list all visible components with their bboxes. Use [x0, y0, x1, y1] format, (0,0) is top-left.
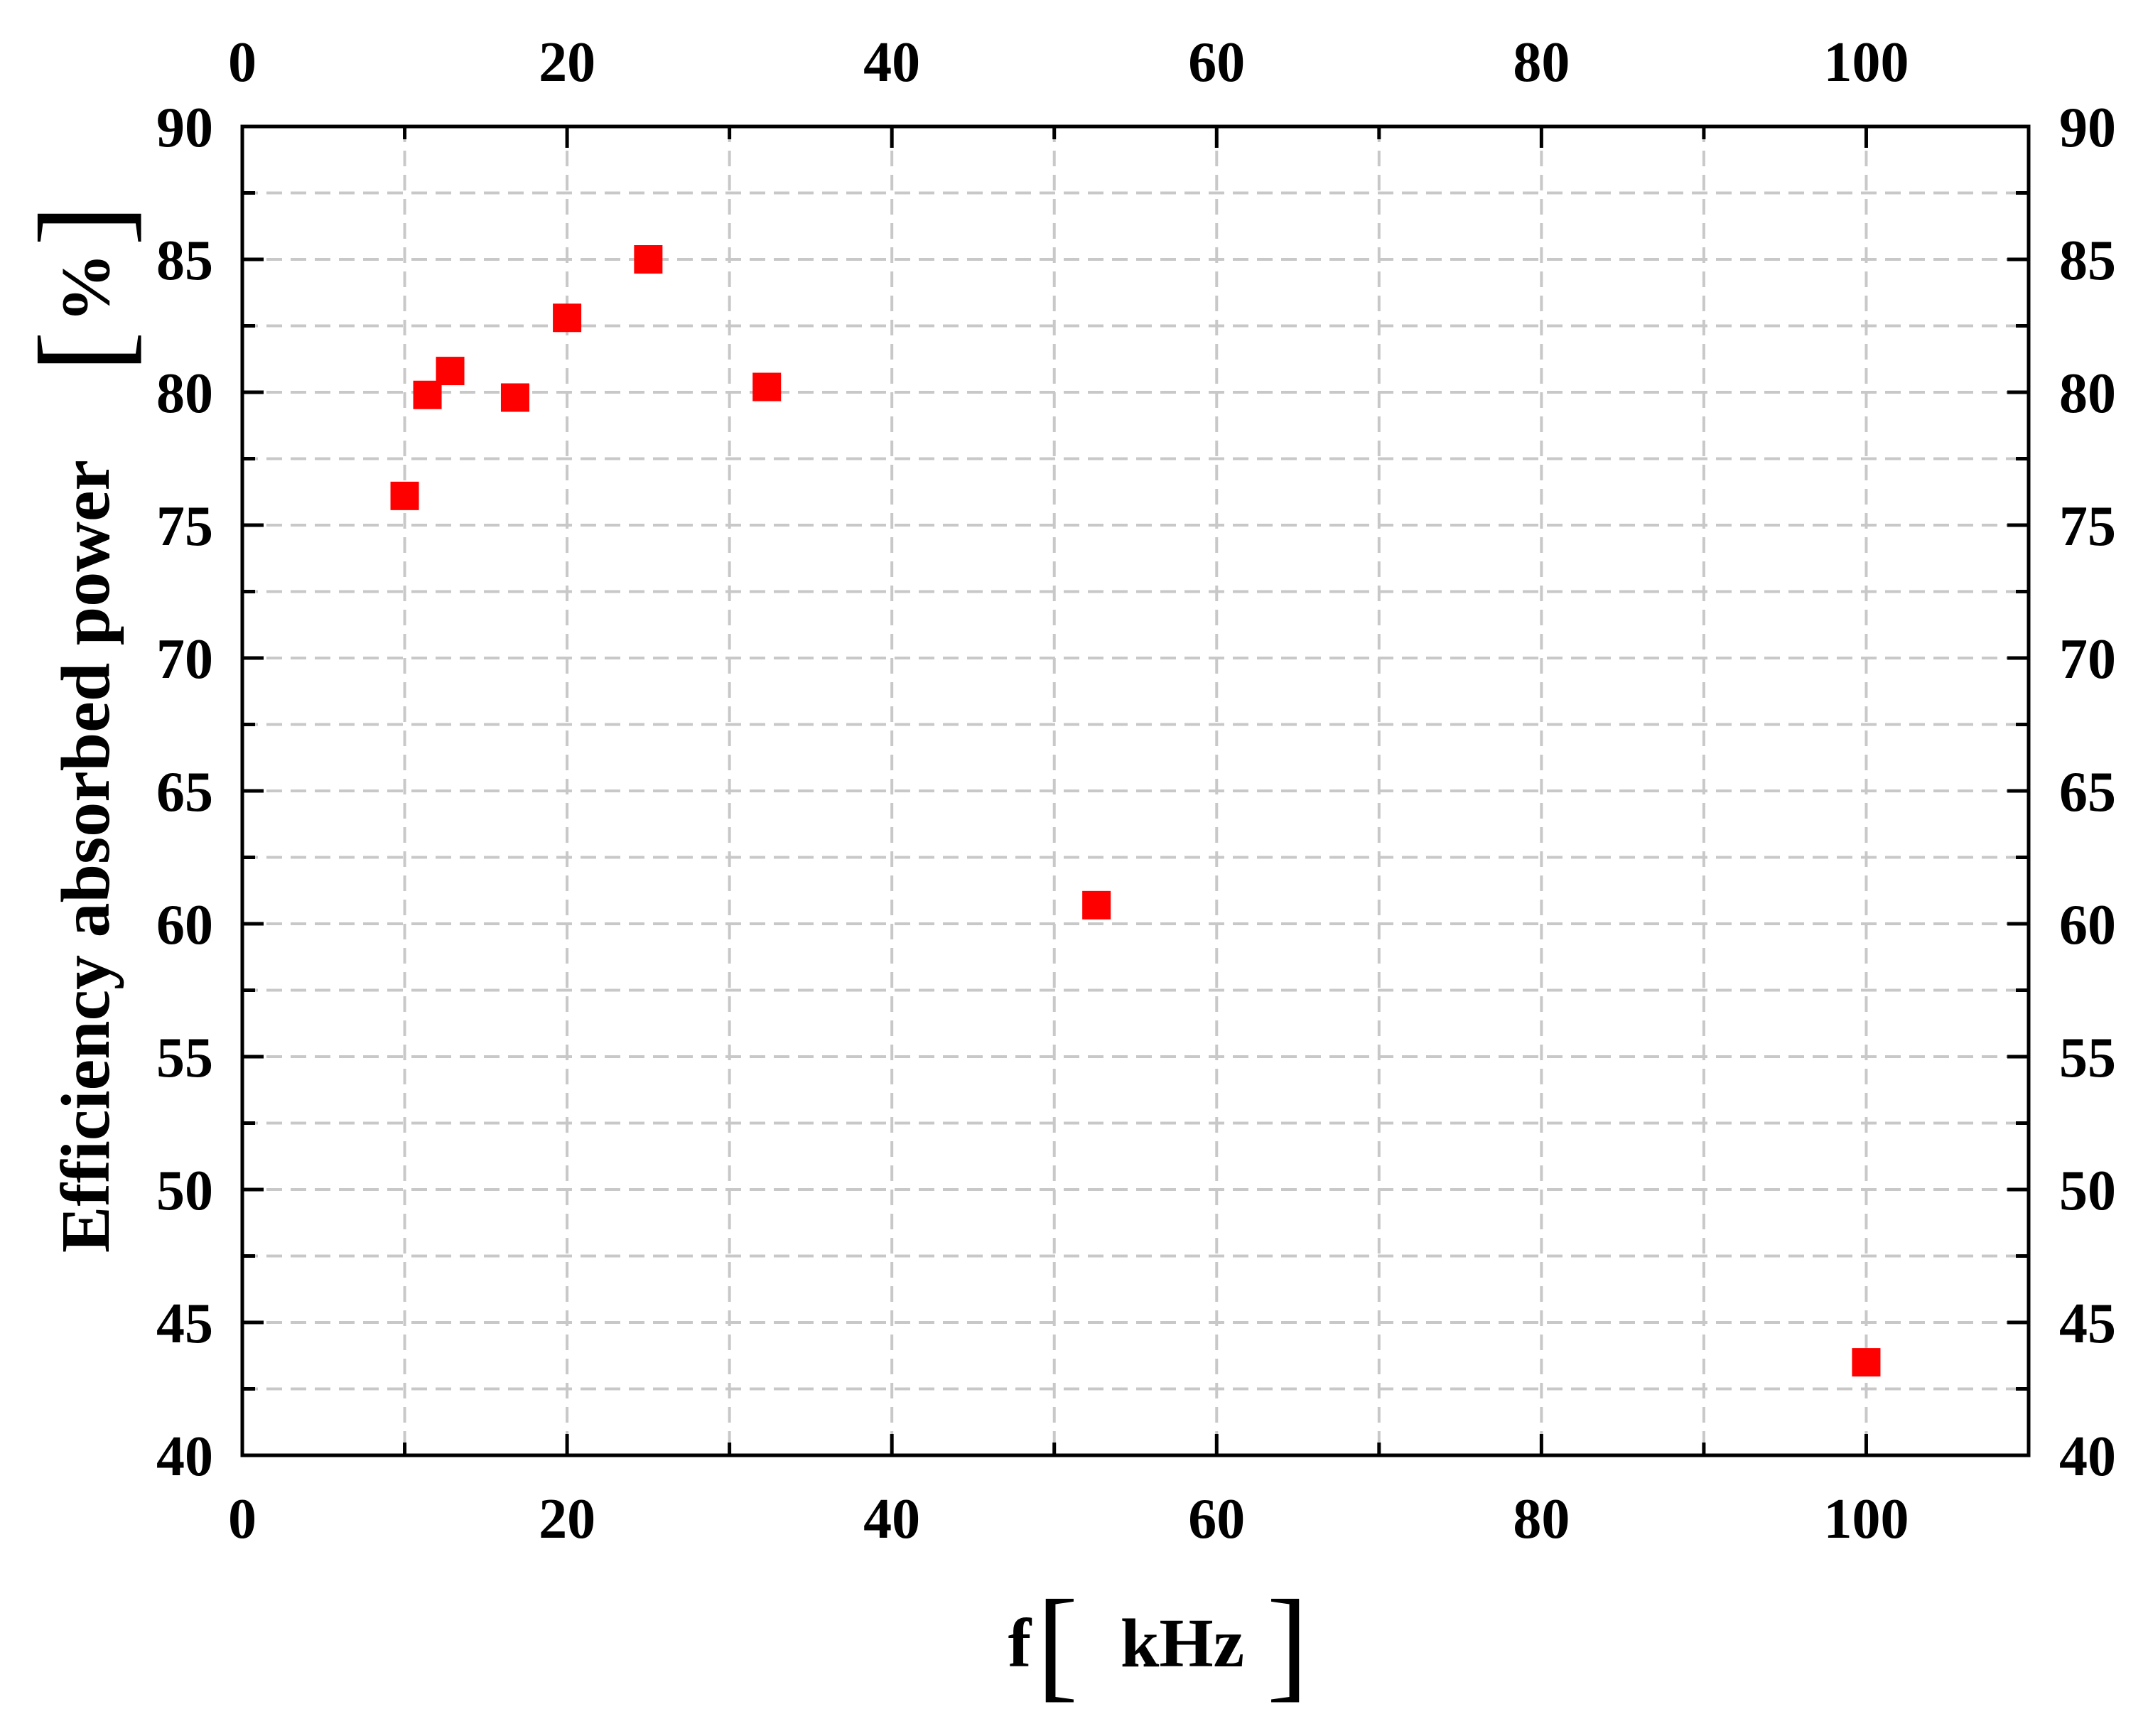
x-axis-title-main: f — [1008, 1605, 1032, 1682]
y-axis-title-unit: % — [48, 253, 124, 323]
y-tick-label-left: 40 — [156, 1425, 213, 1488]
x-tick-label-bottom: 100 — [1823, 1488, 1909, 1551]
y-tick-label-right: 80 — [2059, 362, 2116, 425]
y-axis-title-main: Efficiency absorbed power — [48, 460, 124, 1253]
x-tick-label-top: 40 — [863, 31, 920, 94]
x-tick-label-top: 60 — [1188, 31, 1245, 94]
data-point — [634, 245, 663, 274]
x-tick-label-top: 100 — [1823, 31, 1909, 94]
y-tick-label-left: 55 — [156, 1027, 213, 1089]
x-axis-title: f [ kHz ] — [1008, 1575, 1309, 1713]
y-tick-label-right: 85 — [2059, 230, 2116, 292]
y-tick-label-left: 70 — [156, 628, 213, 691]
data-point — [500, 383, 529, 412]
data-points — [390, 245, 1881, 1377]
y-tick-label-right: 70 — [2059, 628, 2116, 691]
data-point — [553, 303, 582, 333]
y-tick-label-left: 80 — [156, 362, 213, 425]
x-tick-label-bottom: 40 — [863, 1488, 920, 1551]
data-point — [1852, 1348, 1881, 1377]
y-tick-label-right: 60 — [2059, 894, 2116, 956]
x-tick-label-bottom: 20 — [539, 1488, 595, 1551]
y-tick-label-right: 65 — [2059, 761, 2116, 824]
grid-lines — [242, 126, 2029, 1455]
x-tick-label-bottom: 0 — [228, 1488, 257, 1551]
y-tick-label-left: 85 — [156, 230, 213, 292]
y-tick-label-left: 50 — [156, 1160, 213, 1222]
y-tick-label-right: 50 — [2059, 1160, 2116, 1222]
data-point — [1082, 890, 1111, 920]
data-point — [390, 481, 419, 510]
y-tick-label-right: 55 — [2059, 1027, 2116, 1089]
x-axis-title-unit: kHz — [1121, 1605, 1244, 1682]
y-tick-label-right: 75 — [2059, 495, 2116, 558]
x-tick-label-bottom: 60 — [1188, 1488, 1245, 1551]
x-tick-label-bottom: 80 — [1513, 1488, 1570, 1551]
x-tick-label-top: 80 — [1513, 31, 1570, 94]
y-tick-label-left: 65 — [156, 761, 213, 824]
data-point — [436, 357, 465, 386]
tick-labels: 0 0 20 20 40 40 60 60 80 80 100 100 40 40 45 45 50 50 55 55… — [156, 31, 2116, 1551]
x-tick-label-top: 20 — [539, 31, 595, 94]
plot-frame — [240, 124, 2031, 1457]
data-point — [752, 372, 782, 401]
y-axis-title-bracket-open: [ — [14, 331, 152, 373]
y-tick-label-right: 90 — [2059, 97, 2116, 159]
y-tick-label-right: 45 — [2059, 1293, 2116, 1355]
x-axis-title-bracket-open: [ — [1037, 1575, 1079, 1713]
y-tick-label-left: 60 — [156, 894, 213, 956]
y-axis-title-bracket-close: ] — [14, 205, 152, 247]
x-tick-label-top: 0 — [228, 31, 257, 94]
x-axis-title-bracket-close: ] — [1267, 1575, 1309, 1713]
y-tick-label-left: 75 — [156, 495, 213, 558]
y-tick-label-left: 45 — [156, 1293, 213, 1355]
y-axis-title: Efficiency absorbed power [ % ] — [14, 205, 152, 1253]
y-tick-label-right: 40 — [2059, 1425, 2116, 1488]
y-tick-label-left: 90 — [156, 97, 213, 159]
data-point — [413, 380, 442, 409]
